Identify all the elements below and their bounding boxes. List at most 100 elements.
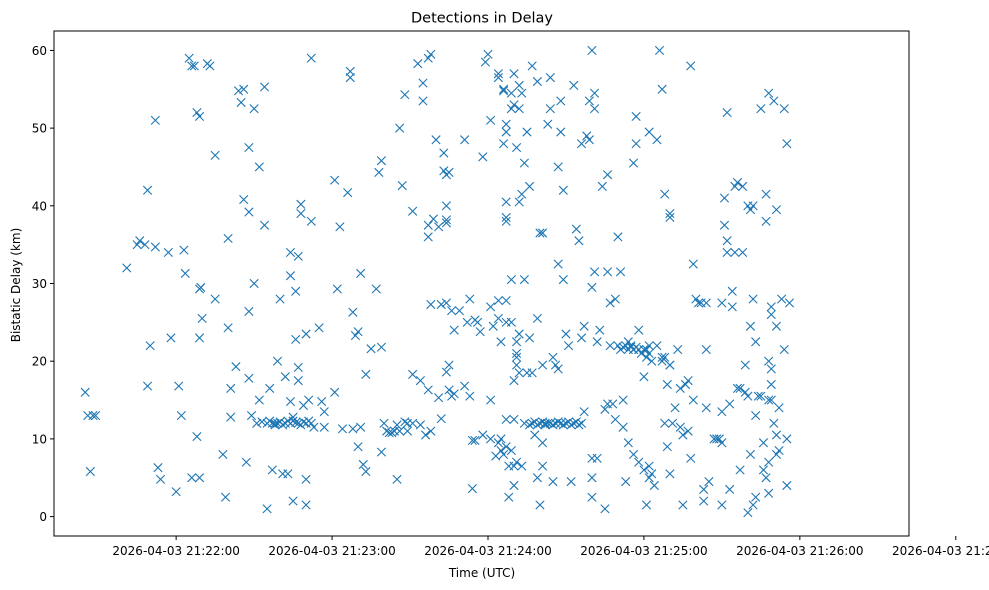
data-point-stroke xyxy=(758,465,769,475)
data-point xyxy=(623,438,633,448)
data-point-stroke xyxy=(514,197,524,207)
data-point-stroke xyxy=(605,298,615,308)
data-point xyxy=(673,344,683,355)
data-point-stroke xyxy=(514,104,524,114)
data-point xyxy=(511,337,522,347)
data-point-stroke xyxy=(665,360,675,370)
data-point-stroke xyxy=(493,313,503,324)
data-point xyxy=(462,317,472,327)
data-point xyxy=(244,142,254,153)
data-point xyxy=(85,466,95,477)
data-point xyxy=(514,329,524,339)
data-point xyxy=(576,333,587,343)
data-point xyxy=(272,356,283,366)
data-point-stroke xyxy=(722,236,732,246)
data-point xyxy=(194,111,205,122)
data-point-stroke xyxy=(574,236,584,246)
data-point-stroke xyxy=(486,434,496,444)
data-point-stroke xyxy=(764,457,774,467)
data-point-stroke xyxy=(639,372,649,382)
data-point-stroke xyxy=(602,170,613,180)
data-point-stroke xyxy=(727,302,737,312)
data-point-stroke xyxy=(197,313,207,324)
data-point-stroke xyxy=(613,232,623,242)
data-point-stroke xyxy=(748,201,758,211)
data-point-stroke xyxy=(556,96,566,106)
data-point xyxy=(665,469,675,479)
data-point-stroke xyxy=(231,362,241,372)
data-point xyxy=(764,395,774,405)
data-point xyxy=(691,294,701,304)
data-point-stroke xyxy=(576,333,587,343)
data-point-stroke xyxy=(374,167,384,177)
data-point-stroke xyxy=(176,410,186,421)
data-point-stroke xyxy=(509,414,519,425)
data-point xyxy=(576,418,587,428)
data-point-stroke xyxy=(254,395,264,405)
data-point-stroke xyxy=(439,166,449,176)
data-point-stroke xyxy=(774,445,784,456)
data-point-stroke xyxy=(150,242,160,252)
data-point-stroke xyxy=(382,426,392,436)
data-point xyxy=(732,383,743,393)
data-point xyxy=(501,414,511,425)
data-point-stroke xyxy=(530,430,540,440)
data-point-stroke xyxy=(660,418,670,428)
data-point xyxy=(280,372,290,382)
data-point-stroke xyxy=(467,435,477,446)
data-point xyxy=(657,84,667,94)
data-point xyxy=(499,139,509,149)
data-point-stroke xyxy=(244,306,254,317)
data-point-stroke xyxy=(670,403,680,413)
data-point-stroke xyxy=(283,469,293,479)
data-point-stroke xyxy=(566,420,576,430)
data-point-stroke xyxy=(506,88,516,98)
data-point-stroke xyxy=(397,181,407,191)
data-point xyxy=(145,341,155,351)
data-point-stroke xyxy=(280,372,290,382)
data-point xyxy=(428,214,439,224)
data-point xyxy=(486,434,496,444)
data-points xyxy=(80,45,795,518)
data-point xyxy=(395,123,405,133)
data-point-stroke xyxy=(454,306,464,316)
data-point xyxy=(686,61,696,71)
data-point-stroke xyxy=(319,407,329,417)
data-point-stroke xyxy=(499,84,509,94)
data-point-stroke xyxy=(587,473,597,483)
data-point-stroke xyxy=(376,342,387,352)
data-point-stroke xyxy=(610,294,620,304)
data-point-stroke xyxy=(210,294,220,304)
data-point-stroke xyxy=(423,53,433,63)
data-point xyxy=(553,364,563,374)
data-point xyxy=(615,267,626,277)
data-point-stroke xyxy=(246,410,257,421)
data-point xyxy=(499,84,509,94)
data-point-stroke xyxy=(556,127,566,137)
data-point-stroke xyxy=(348,424,358,434)
data-point xyxy=(506,88,516,98)
data-point xyxy=(395,426,405,436)
data-point xyxy=(239,195,249,205)
data-point-stroke xyxy=(548,352,558,362)
data-point xyxy=(782,480,792,491)
data-point-stroke xyxy=(366,344,376,354)
data-point-stroke xyxy=(501,442,511,452)
data-point-stroke xyxy=(288,496,298,506)
data-point xyxy=(660,418,670,428)
data-point-stroke xyxy=(486,395,496,405)
data-point-stroke xyxy=(699,496,709,506)
data-point xyxy=(751,410,761,421)
data-point xyxy=(589,104,600,114)
data-point xyxy=(194,284,205,294)
data-point xyxy=(735,383,745,393)
data-point xyxy=(558,185,568,195)
data-point-stroke xyxy=(537,228,548,238)
data-point-stroke xyxy=(524,333,535,343)
data-point-stroke xyxy=(722,247,732,258)
data-point-stroke xyxy=(558,275,568,285)
data-point-stroke xyxy=(434,393,444,403)
data-point-stroke xyxy=(501,216,511,226)
data-point-stroke xyxy=(150,115,160,125)
data-point xyxy=(509,69,519,79)
